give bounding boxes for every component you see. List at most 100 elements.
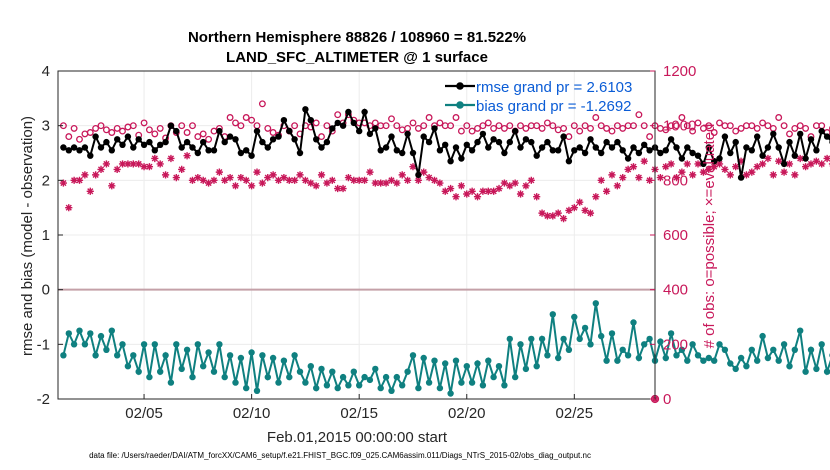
possible-point — [769, 124, 777, 132]
bias-point — [813, 365, 820, 373]
possible-point — [576, 127, 584, 135]
evaluated-point — [75, 176, 84, 184]
legend-bias-label: bias grand pr = -1.2692 — [476, 98, 632, 115]
rmse-point — [313, 136, 320, 143]
possible-point — [673, 122, 680, 130]
y-axis-label-right: # of obs: o=possible; ×=evaluated — [701, 124, 718, 349]
possible-point — [129, 122, 137, 130]
rmse-point — [103, 138, 110, 146]
bias-point — [130, 352, 137, 359]
rmse-point — [97, 144, 105, 151]
bias-point — [754, 357, 761, 364]
rmse-point — [356, 127, 363, 135]
rmse-point — [60, 144, 67, 151]
possible-point — [323, 122, 331, 130]
evaluated-point — [382, 179, 390, 187]
bias-point — [323, 382, 331, 389]
rmse-point — [382, 144, 390, 151]
rmse-point — [485, 144, 492, 151]
y-tick-label-right: 0 — [663, 391, 671, 408]
rmse-point — [345, 108, 352, 116]
bias-point — [474, 360, 481, 367]
rmse-point — [70, 144, 78, 151]
bias-point — [189, 373, 196, 381]
evaluated-point — [635, 174, 643, 182]
rmse-point — [802, 155, 809, 162]
bias-point — [65, 330, 73, 337]
bias-point — [506, 335, 513, 343]
possible-point — [452, 114, 460, 121]
rmse-point — [232, 136, 239, 143]
rmse-point — [269, 136, 277, 143]
possible-point — [522, 124, 530, 132]
evaluated-point — [801, 163, 810, 171]
bias-point — [264, 373, 271, 381]
rmse-point — [560, 133, 567, 140]
bias-point — [447, 390, 454, 397]
evaluated-point — [689, 171, 697, 179]
evaluated-point — [65, 204, 73, 212]
bias-point — [151, 341, 158, 348]
rmse-point — [522, 136, 530, 143]
possible-point — [533, 122, 541, 130]
rmse-point — [275, 133, 282, 140]
y-tick-label-right: 1000 — [663, 118, 696, 135]
rmse-point — [506, 138, 513, 146]
possible-point — [232, 119, 239, 127]
rmse-point — [737, 174, 745, 181]
rmse-point — [210, 147, 218, 154]
bias-point — [732, 365, 739, 373]
rmse-point — [538, 144, 546, 151]
evaluated-point — [430, 176, 439, 184]
rmse-point — [350, 119, 357, 127]
possible-point — [409, 119, 417, 127]
rmse-point — [92, 133, 99, 140]
evaluated-point — [699, 168, 708, 176]
bias-point — [490, 373, 497, 381]
evaluated-point — [226, 174, 234, 182]
evaluated-point — [479, 187, 487, 195]
rmse-point — [700, 160, 707, 168]
bias-point — [619, 346, 626, 353]
bias-point — [404, 368, 411, 375]
evaluated-point — [495, 184, 503, 193]
evaluated-point — [527, 176, 535, 184]
possible-point — [151, 130, 159, 138]
y-tick-label-right: 1200 — [663, 63, 696, 80]
rmse-point — [296, 149, 304, 157]
possible-point — [517, 122, 524, 130]
evaluated-point — [344, 174, 353, 182]
evaluated-point — [441, 187, 449, 195]
possible-point — [76, 135, 83, 143]
bias-point — [372, 365, 379, 373]
rmse-point — [528, 138, 535, 146]
rmse-point — [581, 149, 589, 157]
y-tick-label-left: -1 — [37, 336, 50, 353]
y-tick-label-right: 800 — [663, 172, 688, 189]
bias-point — [157, 368, 164, 375]
bias-point — [275, 379, 282, 386]
possible-point — [549, 122, 557, 130]
possible-point — [334, 111, 342, 119]
bias-point — [452, 357, 460, 364]
bias-point — [549, 311, 556, 318]
bias-point — [576, 335, 583, 343]
rmse-point — [81, 144, 89, 151]
bias-point — [377, 384, 384, 392]
bias-point — [135, 368, 142, 375]
evaluated-point — [129, 160, 137, 168]
evaluated-point — [613, 182, 621, 190]
bias-point — [200, 363, 207, 370]
bias-point — [76, 327, 83, 334]
bias-point — [544, 352, 551, 359]
rmse-point — [302, 106, 309, 113]
possible-point — [716, 119, 723, 127]
rmse-point — [813, 147, 820, 154]
bias-point — [194, 341, 201, 348]
evaluated-point — [188, 176, 197, 184]
possible-point — [183, 129, 191, 136]
possible-point — [495, 122, 503, 130]
evaluated-point — [156, 160, 164, 168]
rmse-point — [420, 133, 427, 140]
bias-point — [124, 363, 132, 370]
